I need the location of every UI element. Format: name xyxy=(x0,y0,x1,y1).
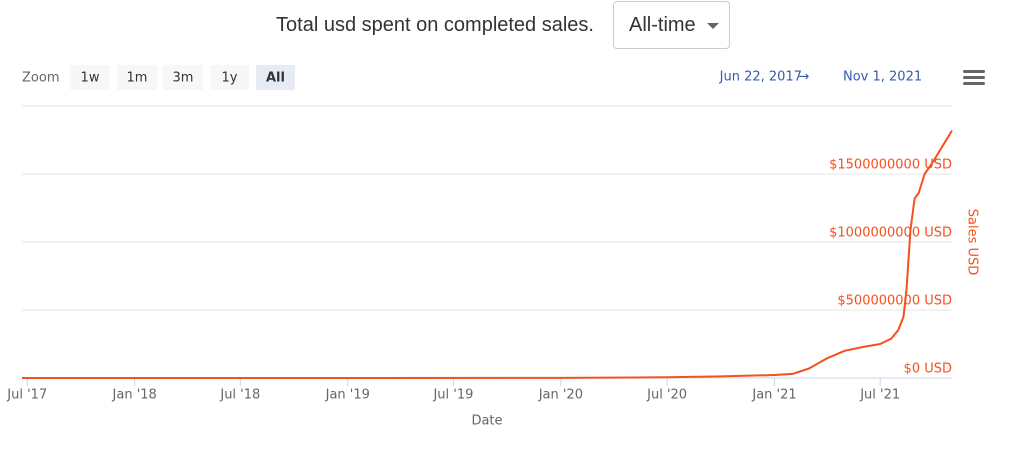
y-tick-label: $500000000 USD xyxy=(837,294,952,309)
title: Total usd spent on completed sales. xyxy=(276,14,594,36)
menu-icon[interactable] xyxy=(963,70,985,85)
zoom-label: Zoom xyxy=(22,71,59,86)
x-tick-label: Jan '19 xyxy=(325,388,370,403)
x-tick-label: Jul '19 xyxy=(432,388,473,403)
x-tick-label: Jan '18 xyxy=(112,388,157,403)
x-tick-label: Jan '20 xyxy=(538,388,583,403)
zoom-button[interactable] xyxy=(117,65,157,90)
x-tick-label: Jan '21 xyxy=(751,388,796,403)
series-line xyxy=(22,129,953,379)
menu-bar xyxy=(963,82,985,85)
zoom-button[interactable] xyxy=(163,65,203,90)
y-axis-title: Sales USD xyxy=(965,209,980,276)
y-tick-label: $0 USD xyxy=(904,362,952,377)
zoom-button-label[interactable]: 1y xyxy=(222,71,238,86)
x-tick-label: Jul '21 xyxy=(859,388,900,403)
x-tick-label: Jul '20 xyxy=(646,388,687,403)
menu-bar xyxy=(963,70,985,73)
zoom-button-label[interactable]: All xyxy=(266,71,285,86)
dropdown[interactable]: All-time xyxy=(613,1,730,49)
range-to[interactable]: Nov 1, 2021 xyxy=(843,70,922,85)
range-from[interactable]: Jun 22, 2017 xyxy=(719,70,802,85)
zoom-button[interactable] xyxy=(70,65,110,90)
zoom-button-label[interactable]: 3m xyxy=(173,71,194,86)
y-tick-label: $1500000000 USD xyxy=(829,158,952,173)
zoom-button-label[interactable]: 1w xyxy=(81,71,100,86)
zoom-button[interactable] xyxy=(256,65,295,90)
y-tick-label: $1000000000 USD xyxy=(829,226,952,241)
zoom-button[interactable] xyxy=(210,65,249,90)
x-axis-title: Date xyxy=(471,414,502,429)
range-separator: → xyxy=(799,70,810,85)
x-tick-label: Jul '17 xyxy=(6,388,47,403)
x-tick-label: Jul '18 xyxy=(219,388,260,403)
menu-bar xyxy=(963,76,985,79)
zoom-button-label[interactable]: 1m xyxy=(127,71,148,86)
